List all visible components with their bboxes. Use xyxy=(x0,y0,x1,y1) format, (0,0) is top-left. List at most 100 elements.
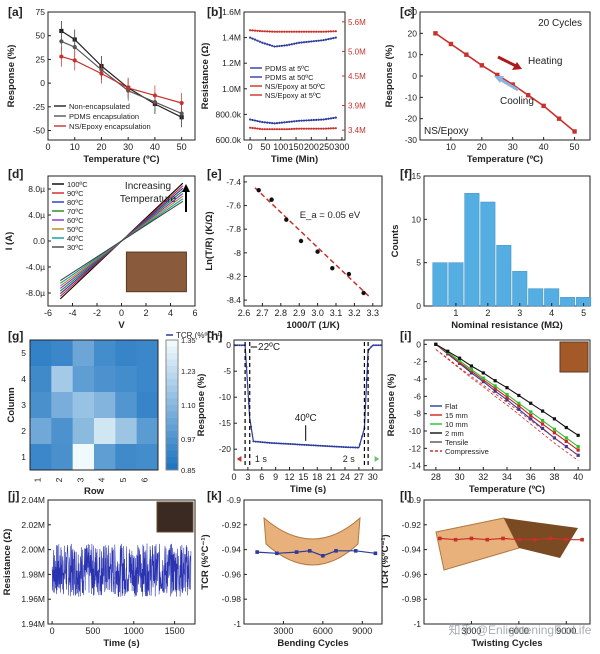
data-point-i xyxy=(576,445,580,449)
x-tick-label-b: 50 xyxy=(260,142,270,152)
data-point-i xyxy=(505,398,509,402)
data-point-i xyxy=(446,349,450,353)
data-point-b xyxy=(256,119,259,123)
y2-tick-label-b: 5.0M xyxy=(348,47,366,56)
data-point-a xyxy=(152,93,158,98)
data-point-i xyxy=(493,389,497,393)
x-tick-label-g: 5 xyxy=(118,477,128,482)
data-point-b xyxy=(278,121,281,124)
data-point-h xyxy=(351,446,354,449)
data-point-b xyxy=(302,119,306,122)
y-tick-label-j: 2.04M xyxy=(21,495,45,505)
legend-entry-d: 30ºC xyxy=(67,243,84,252)
data-point-b xyxy=(261,30,264,33)
data-point-b xyxy=(295,119,298,123)
data-point-b xyxy=(261,41,264,44)
x-tick-label-g: 2 xyxy=(54,477,64,482)
x-tick-label-f: 1 xyxy=(453,308,458,318)
data-point-b xyxy=(268,30,271,33)
data-point-b xyxy=(253,29,257,32)
y-tick-label-f: 15 xyxy=(412,171,422,181)
x-tick-label-e: 2.8 xyxy=(275,308,288,318)
heatmap-cell-g xyxy=(30,340,52,367)
data-point-h xyxy=(240,344,243,347)
data-point-h xyxy=(263,441,266,444)
heatmap-cell-g xyxy=(115,444,137,471)
heatmap-cell-g xyxy=(136,340,159,367)
data-point-i xyxy=(469,367,474,372)
colorbar-segment-g xyxy=(166,457,178,464)
y-tick-label-d: 0.0 xyxy=(33,236,45,246)
data-point-k xyxy=(334,549,338,553)
data-point-b xyxy=(334,116,337,119)
x-tick-label-i: 30 xyxy=(455,472,465,482)
x-tick-label-j: 1500 xyxy=(165,626,185,636)
x-tick-label-b: 150 xyxy=(289,142,304,152)
data-point-b xyxy=(300,127,303,130)
heatmap-cell-g xyxy=(51,418,73,445)
x-tick-label-k: 6000 xyxy=(313,626,333,636)
legend-entry-d: 50ºC xyxy=(67,225,84,234)
annotation-increasing-d: Increasing xyxy=(125,181,171,192)
data-point-i xyxy=(505,393,509,397)
heatmap-cell-g xyxy=(51,366,73,393)
y2-tick-label-b: 4.5M xyxy=(348,72,366,81)
data-point-h xyxy=(358,443,361,446)
data-point-b xyxy=(332,127,335,130)
data-point-i xyxy=(457,359,462,363)
heatmap-cell-g xyxy=(94,340,116,367)
series-line-c xyxy=(435,32,576,133)
data-point-i xyxy=(540,426,545,430)
legend-entry-d: 40ºC xyxy=(67,234,84,243)
y-tick-label-e: -8.2 xyxy=(226,271,241,281)
data-point-b xyxy=(280,121,284,124)
data-point-h xyxy=(266,441,269,444)
data-point-b xyxy=(278,128,281,131)
x-tick-label-h: 27 xyxy=(354,472,364,482)
data-point-b xyxy=(268,121,271,124)
histogram-bar-f xyxy=(560,297,576,307)
data-point-i xyxy=(529,401,533,405)
legend-entry-i: Tensile xyxy=(445,438,468,447)
heatmap-cell-g xyxy=(30,418,52,445)
data-point-b xyxy=(329,117,333,120)
data-point-b xyxy=(315,127,318,130)
x-tick-label-f: 3 xyxy=(517,308,522,318)
data-point-i xyxy=(481,378,485,382)
x-tick-label-h: 24 xyxy=(340,472,350,482)
x-axis-label-l: Twisting Cycles xyxy=(471,638,542,649)
y-tick-label-i: -4 xyxy=(413,374,421,384)
x-tick-label-h: 3 xyxy=(245,472,250,482)
data-point-h xyxy=(289,443,292,446)
heatmap-cell-g xyxy=(136,366,159,393)
x-tick-label-c: 40 xyxy=(539,142,549,152)
data-point-b xyxy=(307,119,310,122)
data-point-i xyxy=(493,379,497,383)
colorbar-segment-g xyxy=(166,444,178,451)
legend-entry-b: PDMS at 50ºC xyxy=(265,73,314,82)
heatmap-cell-g xyxy=(94,418,116,445)
y-tick-label-i: -6 xyxy=(413,391,421,401)
x-tick-label-h: 30 xyxy=(368,472,378,482)
x-tick-label-d: -6 xyxy=(44,308,52,318)
data-point-b xyxy=(268,43,271,47)
data-point-b xyxy=(312,30,315,33)
data-point-b xyxy=(327,38,330,41)
data-point-b xyxy=(307,40,310,43)
data-point-b xyxy=(332,116,335,120)
y-tick-label-i: -2 xyxy=(413,357,421,367)
data-point-b xyxy=(297,119,301,122)
data-point-b xyxy=(297,127,301,130)
colorbar-tick-g: 1.35 xyxy=(181,336,196,345)
y-tick-label-j: 1.96M xyxy=(21,594,45,604)
data-point-h xyxy=(372,344,375,347)
data-point-c xyxy=(510,82,515,87)
data-point-e xyxy=(269,197,274,202)
heatmap-cell-g xyxy=(72,418,95,445)
y-axis-label-e: Ln(T/R) (K/Ω) xyxy=(204,211,215,270)
x-tick-label-i: 36 xyxy=(526,472,536,482)
colorbar-tick-g: 0.85 xyxy=(181,466,196,475)
colorbar-segment-g xyxy=(166,450,178,458)
data-point-b xyxy=(322,39,325,42)
data-point-h xyxy=(312,444,315,447)
